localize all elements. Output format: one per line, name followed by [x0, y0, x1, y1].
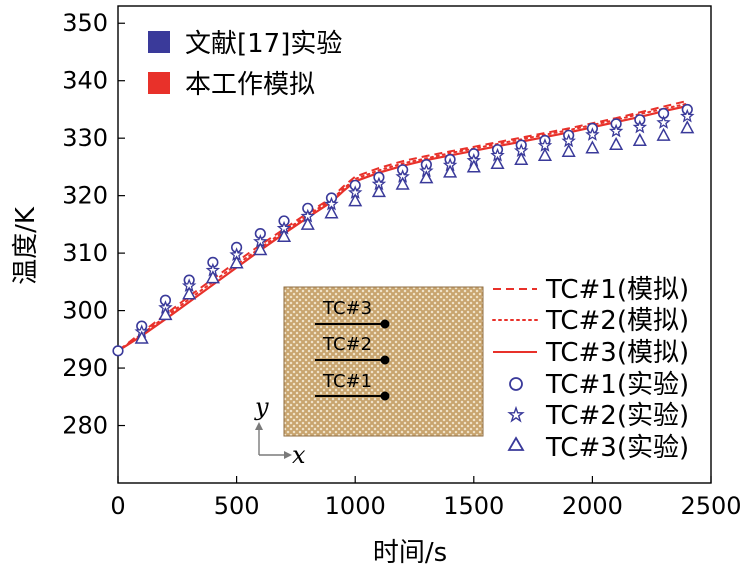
legend-tc2-exp-marker	[507, 405, 525, 423]
inset-axis-x-label: x	[292, 441, 306, 469]
legend-tc3-exp-label: TC#3(实验)	[545, 433, 689, 463]
legend-tc2-sim-label: TC#2(模拟)	[545, 306, 689, 336]
series-point-5-16	[514, 151, 529, 165]
legend-tc1-exp-label: TC#1(实验)	[545, 370, 689, 400]
series-point-5-7	[300, 216, 315, 230]
series-point-5-12	[419, 170, 434, 184]
top-legend-simulation-swatch	[148, 72, 170, 94]
x-tick-label: 1500	[443, 492, 504, 520]
series-point-5-13	[443, 164, 458, 178]
x-tick-label: 1000	[325, 492, 386, 520]
plot-frame	[117, 5, 712, 484]
legend-tc1-exp-marker	[509, 377, 523, 391]
inset-label-tc3: TC#3	[322, 298, 372, 319]
legend-tc1-sim-label: TC#1(模拟)	[545, 275, 689, 305]
experiment-series	[112, 103, 695, 357]
x-tick-label: 2000	[562, 492, 623, 520]
series-point-5-9	[348, 193, 363, 207]
series-point-5-15	[490, 155, 505, 170]
series-point-4-23	[680, 108, 695, 123]
legend-tc3-exp-marker	[507, 436, 525, 451]
inset-x-axis-arrow-head	[284, 451, 292, 459]
series-point-3-0	[112, 345, 124, 357]
inset-diagram: TC#3 TC#2 TC#1 y x	[254, 286, 484, 469]
series-point-4-19	[585, 127, 600, 141]
y-tick-label: 350	[62, 9, 108, 37]
series-point-5-23	[680, 120, 695, 134]
y-tick-label: 320	[62, 182, 108, 210]
y-tick-label: 340	[62, 67, 108, 95]
series-point-4-20	[608, 123, 624, 138]
top-legend-experiment-label: 文献[17]实验	[185, 29, 342, 59]
top-legend-simulation-label: 本工作模拟	[185, 70, 315, 100]
series-point-5-6	[276, 228, 292, 243]
inset-y-axis-arrow-head	[255, 422, 263, 430]
series-point-5-20	[609, 136, 624, 151]
legend-tc2-exp-label: TC#2(实验)	[545, 401, 689, 431]
y-tick-label: 280	[62, 412, 108, 440]
top-legend: 文献[17]实验 本工作模拟	[148, 29, 342, 100]
series-point-4-22	[656, 115, 671, 129]
inset-axis-y-label: y	[254, 393, 269, 421]
y-tick-label: 310	[62, 239, 108, 267]
legend-tc3-sim-label: TC#3(模拟)	[545, 338, 689, 368]
series-point-5-8	[324, 205, 339, 219]
series-legend: TC#1(模拟) TC#2(模拟) TC#3(模拟) TC#1(实验) TC#2…	[492, 275, 689, 463]
series-point-5-14	[466, 159, 481, 173]
x-axis-title: 时间/s	[373, 538, 447, 568]
x-tick-label: 0	[110, 492, 125, 520]
series-point-5-10	[371, 184, 386, 198]
x-axis-ticks: 0 500 1000 1500 2000 2500	[110, 476, 742, 520]
series-point-5-4	[229, 255, 244, 269]
x-tick-label: 2500	[680, 492, 741, 520]
inset-label-tc2: TC#2	[322, 334, 372, 355]
x-tick-label: 500	[214, 492, 260, 520]
series-point-5-0	[134, 330, 149, 344]
series-point-5-18	[561, 143, 576, 157]
series-point-5-11	[395, 176, 410, 190]
series-point-5-19	[585, 140, 600, 154]
y-axis-ticks: 280 290 300 310 320 330 340 350	[62, 9, 125, 440]
inset-point-tc1	[380, 391, 390, 401]
inset-label-tc1: TC#1	[322, 371, 372, 392]
inset-point-tc2	[380, 355, 390, 365]
series-point-4-21	[632, 119, 648, 134]
series-point-5-17	[537, 147, 553, 161]
top-legend-experiment-swatch	[148, 31, 170, 53]
y-tick-label: 330	[62, 124, 108, 152]
series-point-5-5	[253, 242, 268, 256]
series-point-5-3	[205, 270, 220, 284]
y-tick-label: 300	[62, 297, 108, 325]
inset-point-tc3	[380, 319, 390, 329]
series-point-5-22	[656, 127, 671, 141]
series-point-5-21	[632, 132, 647, 147]
series-point-5-2	[182, 286, 197, 300]
series-point-5-1	[158, 307, 173, 321]
y-axis-title: 温度/K	[11, 206, 41, 285]
y-tick-label: 290	[62, 354, 108, 382]
series-point-4-18	[561, 133, 576, 148]
